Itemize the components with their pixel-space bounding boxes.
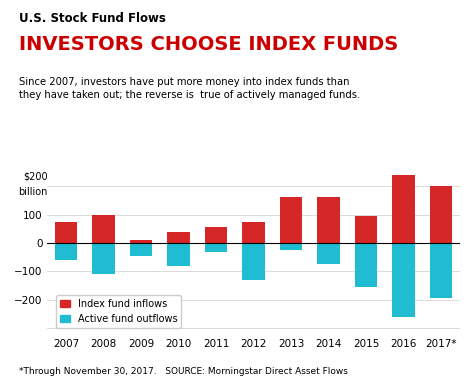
Bar bbox=[167, 243, 190, 266]
Bar bbox=[280, 197, 302, 243]
Bar bbox=[130, 243, 152, 256]
Bar bbox=[430, 243, 452, 298]
Text: billion: billion bbox=[18, 187, 47, 197]
Bar bbox=[430, 186, 452, 243]
Bar bbox=[205, 243, 228, 252]
Bar bbox=[392, 175, 415, 243]
Text: *Through November 30, 2017.   SOURCE: Morningstar Direct Asset Flows: *Through November 30, 2017. SOURCE: Morn… bbox=[19, 367, 348, 376]
Bar bbox=[167, 232, 190, 243]
Bar bbox=[280, 243, 302, 250]
Bar bbox=[355, 243, 377, 287]
Bar bbox=[242, 222, 265, 243]
Bar bbox=[355, 216, 377, 243]
Text: Since 2007, investors have put more money into index funds than
they have taken : Since 2007, investors have put more mone… bbox=[19, 77, 360, 100]
Bar bbox=[317, 243, 340, 264]
Bar bbox=[92, 243, 115, 274]
Bar bbox=[317, 197, 340, 243]
Bar bbox=[130, 240, 152, 243]
Bar bbox=[205, 227, 228, 243]
Bar bbox=[55, 243, 77, 260]
Bar bbox=[55, 222, 77, 243]
Bar bbox=[92, 215, 115, 243]
Legend: Index fund inflows, Active fund outflows: Index fund inflows, Active fund outflows bbox=[56, 295, 181, 328]
Bar bbox=[392, 243, 415, 317]
Text: $200: $200 bbox=[23, 172, 47, 182]
Text: U.S. Stock Fund Flows: U.S. Stock Fund Flows bbox=[19, 12, 166, 25]
Text: INVESTORS CHOOSE INDEX FUNDS: INVESTORS CHOOSE INDEX FUNDS bbox=[19, 35, 398, 53]
Bar bbox=[242, 243, 265, 280]
